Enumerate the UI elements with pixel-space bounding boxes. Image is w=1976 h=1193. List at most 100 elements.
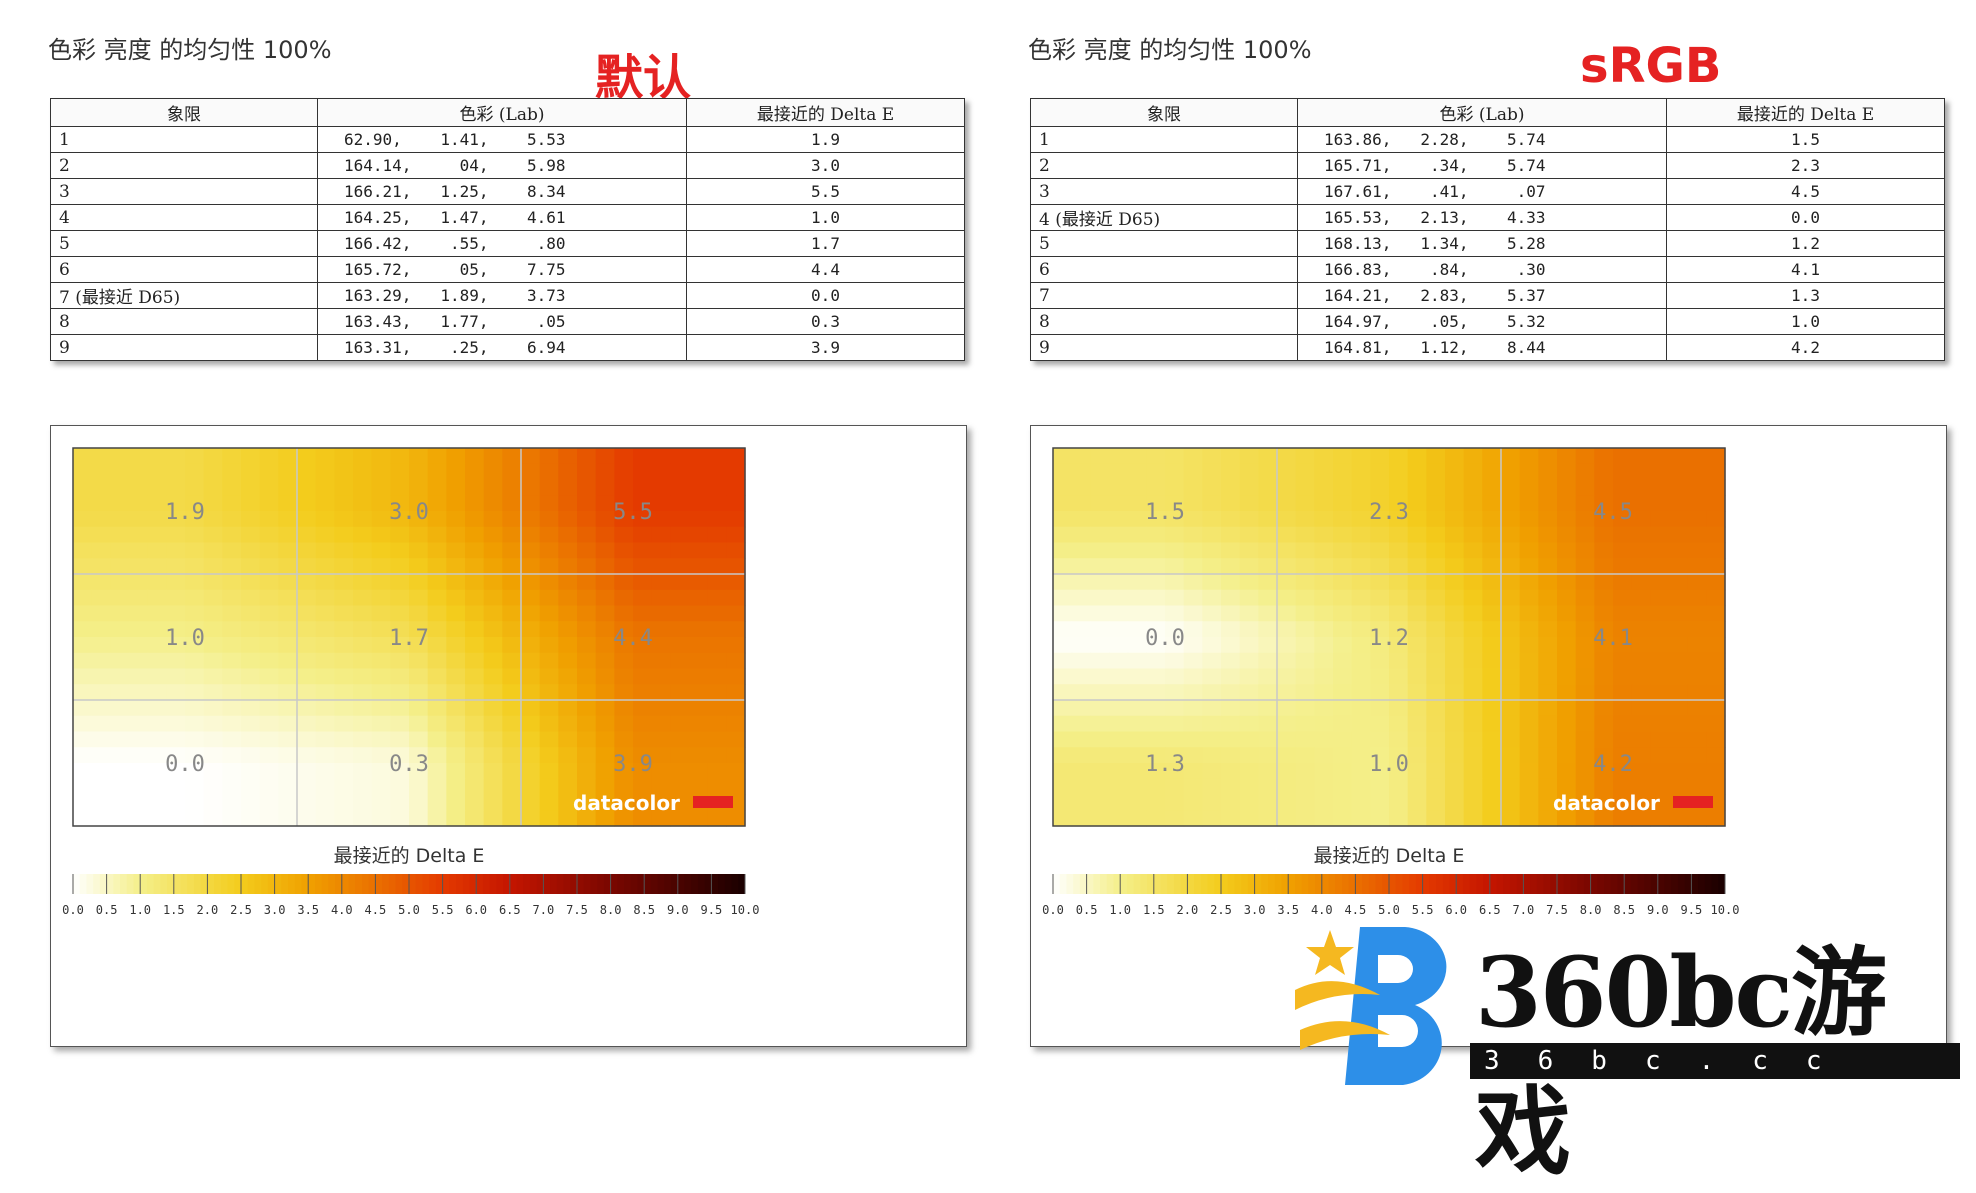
colorbar-tick-label: 2.5 — [230, 903, 252, 917]
colorbar-tick-label: 3.5 — [297, 903, 319, 917]
heatmap-pixel — [1053, 542, 1073, 559]
heatmap-pixel — [446, 684, 466, 701]
heatmap-pixel — [521, 763, 541, 780]
heatmap-pixel — [1351, 668, 1371, 685]
heatmap-pixel — [1258, 558, 1278, 575]
heatmap-pixel — [465, 448, 485, 465]
heatmap-pixel — [521, 747, 541, 764]
heatmap-pixel — [1706, 479, 1726, 496]
heatmap-pixel — [1706, 558, 1726, 575]
heatmap-pixel — [726, 652, 746, 670]
table-row: 7 164.21, 2.83, 5.37 1.3 — [1030, 282, 1945, 309]
heatmap-pixel — [315, 731, 335, 748]
heatmap-pixel — [222, 747, 242, 764]
heatmap-pixel — [297, 495, 317, 512]
heatmap-pixel — [1202, 715, 1222, 733]
heatmap-pixel — [297, 558, 317, 575]
lab-cell: 166.42, .55, .80 — [317, 230, 687, 257]
heatmap-pixel — [353, 747, 373, 764]
heatmap-pixel — [334, 715, 354, 733]
heatmap-pixel — [1594, 621, 1614, 638]
colorbar-segment — [294, 874, 302, 894]
heatmap-pixel — [222, 668, 242, 685]
heatmap-pixel — [1538, 637, 1558, 654]
heatmap-pixel — [707, 684, 727, 701]
heatmap-pixel — [1669, 463, 1689, 481]
colorbar-segment — [1173, 874, 1182, 894]
heatmap-pixel — [1463, 810, 1483, 827]
heatmap-pixel — [1314, 558, 1334, 575]
colorbar-segment — [677, 874, 686, 894]
heatmap-pixel — [1258, 463, 1278, 481]
table-row: 8 164.97, .05, 5.32 1.0 — [1030, 308, 1945, 335]
heatmap-pixel — [110, 763, 130, 780]
heatmap-pixel — [73, 495, 93, 512]
uniformity-heading: 色彩 亮度 的均匀性 100% — [48, 36, 332, 64]
heatmap-pixel — [1183, 448, 1203, 465]
heatmap-pixel — [110, 605, 130, 622]
heatmap-pixel — [147, 652, 167, 670]
heatmap-pixel — [577, 605, 597, 622]
colorbar-segment — [1698, 874, 1706, 894]
heatmap-pixel — [1519, 810, 1539, 827]
heatmap-pixel — [371, 526, 391, 544]
heatmap-pixel — [315, 542, 335, 559]
heatmap-pixel — [1202, 589, 1222, 607]
heatmap-pixel — [390, 700, 410, 717]
heatmap-pixel — [409, 763, 429, 780]
heatmap-pixel — [1575, 558, 1595, 575]
heatmap-pixel — [147, 700, 167, 717]
heatmap-pixel — [1557, 637, 1577, 654]
heatmap-pixel — [1071, 684, 1091, 701]
heatmap-pixel — [1706, 495, 1726, 512]
heatmap-pixel — [1277, 574, 1297, 591]
heatmap-pixel — [1501, 511, 1521, 528]
heatmap-pixel — [1613, 542, 1633, 559]
heatmap-pixel — [1650, 684, 1670, 701]
heatmap-pixel — [278, 684, 298, 701]
heatmap-pixel — [558, 448, 578, 465]
heatmap-pixel — [502, 621, 522, 638]
heatmap-pixel — [483, 731, 503, 748]
heatmap-pixel — [1407, 652, 1427, 670]
colorbar-segment — [624, 874, 632, 894]
heatmap-pixel — [1165, 715, 1185, 733]
heatmap-pixel — [1594, 542, 1614, 559]
cell-label: 1.0 — [165, 626, 205, 651]
heatmap-pixel — [502, 589, 522, 607]
heatmap-pixel — [670, 558, 690, 575]
heatmap-pixel — [1613, 558, 1633, 575]
cell-label: 4.4 — [613, 626, 653, 651]
quadrant-cell: 4 — [50, 204, 318, 231]
heatmap-pixel — [166, 747, 186, 764]
heatmap-pixel — [502, 652, 522, 670]
heatmap-pixel — [1575, 794, 1595, 811]
cell-label: 1.2 — [1369, 626, 1409, 651]
heatmap-pixel — [203, 574, 223, 591]
heatmap-pixel — [1239, 700, 1259, 717]
heatmap-pixel — [241, 511, 261, 528]
heatmap-pixel — [1519, 542, 1539, 559]
heatmap-pixel — [1706, 763, 1726, 780]
heatmap-pixel — [1613, 448, 1633, 465]
colorbar-segment — [93, 874, 101, 894]
heatmap-pixel — [1426, 700, 1446, 717]
heatmap-pixel — [1426, 605, 1446, 622]
heatmap-pixel — [1314, 731, 1334, 748]
heatmap-pixel — [334, 747, 354, 764]
heatmap-pixel — [110, 526, 130, 544]
heatmap-pixel — [1538, 794, 1558, 811]
heatmap-pixel — [390, 463, 410, 481]
heatmap-pixel — [1407, 605, 1427, 622]
heatmap-pixel — [1370, 700, 1390, 717]
heatmap-pixel — [651, 652, 671, 670]
heatmap-pixel — [1351, 558, 1371, 575]
heatmap-pixel — [147, 574, 167, 591]
lab-cell: 62.90, 1.41, 5.53 — [317, 126, 687, 153]
heatmap-pixel — [1090, 731, 1110, 748]
heatmap-pixel — [1463, 526, 1483, 544]
heatmap-pixel — [1053, 526, 1073, 544]
heatmap-pixel — [1146, 574, 1166, 591]
heatmap-pixel — [185, 621, 205, 638]
heatmap-pixel — [689, 463, 709, 481]
